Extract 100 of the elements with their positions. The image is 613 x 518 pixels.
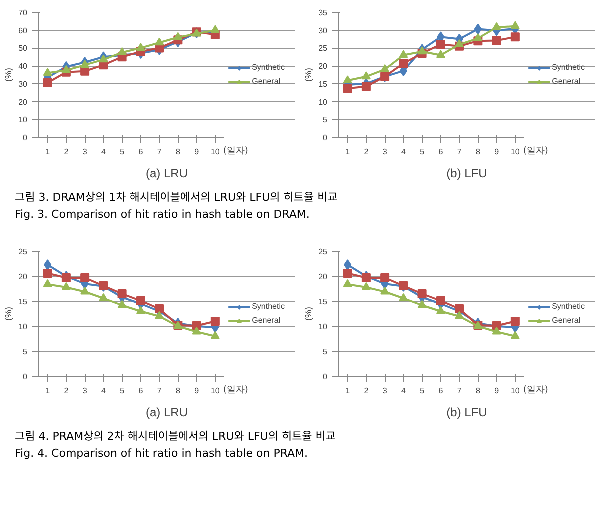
x-tick-label: 7 [157,148,162,156]
point [192,326,202,335]
x-tick-label: 8 [476,148,481,156]
point [118,290,127,298]
point [99,293,108,302]
point [344,260,352,270]
y-tick-label: 35 [318,8,328,18]
x-tick-label: 10 [510,148,520,156]
point [380,286,390,295]
x-tick-label: 3 [82,148,88,156]
y-tick-label: 25 [318,248,328,256]
legend-label: Synthetic [252,62,285,72]
point [343,76,352,84]
point [455,40,464,48]
y-tick-label: 30 [318,26,328,36]
point [62,282,71,290]
point [380,64,390,72]
point [62,65,71,74]
point [118,300,127,308]
point [343,279,352,288]
point [399,59,408,68]
point [436,306,446,314]
x-tick-label: 4 [401,148,406,156]
point [380,274,390,282]
point [80,286,90,295]
legend-label: Synthetic [252,302,285,312]
point [362,72,371,80]
caption: 그림 4. PRAM상의 2차 해시테이블에서의 LRU와 LFU의 히트율 비교 [15,430,336,443]
point [43,78,52,88]
y-tick-label: 30 [18,80,28,89]
point [510,317,520,326]
x-tick-label: 4 [101,386,106,396]
legend-label: General [552,316,581,326]
x-tick-label: 1 [346,386,351,396]
y-tick-label: 0 [323,372,328,382]
y-tick-label: 10 [18,116,28,125]
point [418,300,427,308]
x-tick-label: 3 [82,386,88,396]
x-tick-label: 2 [64,386,70,396]
x-tick-label: 8 [176,148,181,156]
y-axis-title: (%) [4,307,14,321]
y-tick-label: 5 [323,116,328,125]
y-tick-label: 25 [18,248,28,256]
x-tick-label: 1 [46,386,51,396]
y-tick-label: 60 [18,26,28,36]
point [44,260,52,270]
text: (a) LRU [146,406,188,420]
y-tick-label: 0 [323,134,328,142]
y-tick-label: 25 [318,44,328,54]
x-tick-label: 10 [210,386,220,396]
point [436,50,446,58]
x-tick-label: 9 [494,148,500,156]
x-tick-label: 7 [457,148,462,156]
y-tick-label: 20 [18,98,28,107]
x-tick-label: 6 [138,386,144,396]
legend-label: General [252,76,281,86]
x-tick-label: 9 [494,386,500,396]
point [136,43,146,52]
point [210,317,220,326]
y-tick-label: 20 [18,272,28,282]
y-tick-label: 5 [23,348,28,356]
point [62,274,71,282]
caption: 그림 3. DRAM상의 1차 해시테이블에서의 LRU와 LFU의 히트율 비교 [15,191,338,204]
x-tick-label: 6 [138,148,144,156]
x-tick-label: 2 [364,148,370,156]
x-tick-label: 5 [420,386,426,396]
text: (b) LFU [446,166,488,180]
point [399,293,408,302]
x-tick-label: 4 [101,148,106,156]
y-tick-label: 15 [18,298,28,306]
point [510,331,520,340]
point [80,274,90,282]
point [399,50,408,58]
x-tick-label: 4 [401,386,406,396]
y-axis-title: (%) [304,307,314,321]
point [492,36,502,46]
y-tick-label: 70 [18,8,28,18]
x-tick-label: 2 [64,148,70,156]
point [436,40,446,50]
x-tick-label: 3 [382,386,388,396]
x-tick-label: 8 [176,386,181,396]
x-axis-title: (일자) [523,146,548,156]
point [362,274,371,282]
y-axis-title: (%) [4,68,14,82]
x-tick-label: 2 [364,386,370,396]
x-axis-title: (일자) [223,146,248,156]
point [155,38,164,46]
point [80,60,90,68]
text: (b) LFU [446,406,488,420]
x-tick-label: 5 [120,386,126,396]
x-tick-label: 9 [194,386,200,396]
point [43,279,52,288]
point [362,282,371,290]
x-tick-label: 3 [382,148,388,156]
point [436,296,446,306]
point [99,54,108,63]
point [136,296,146,306]
y-axis-title: (%) [304,68,314,82]
x-tick-label: 10 [210,148,220,156]
point [492,326,502,335]
